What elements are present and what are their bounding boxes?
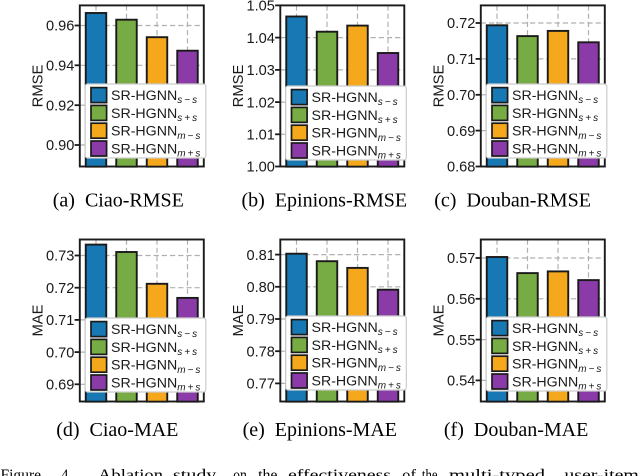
- svg-text:the: the: [258, 467, 277, 476]
- svg-text:MAE: MAE: [31, 304, 47, 336]
- svg-text:of: of: [402, 467, 417, 476]
- svg-text:effectiveness: effectiveness: [288, 467, 391, 476]
- svg-text:SR-HGNNs − s: SR-HGNNs − s: [512, 321, 598, 339]
- svg-text:user-item: user-item: [564, 467, 639, 476]
- svg-text:0.56: 0.56: [447, 292, 475, 308]
- svg-text:0.96: 0.96: [46, 19, 74, 35]
- svg-text:0.68: 0.68: [447, 160, 475, 176]
- svg-text:0.79: 0.79: [246, 312, 274, 328]
- svg-text:MAE: MAE: [231, 304, 247, 336]
- svg-text:1.00: 1.00: [246, 160, 274, 176]
- svg-text:1.04: 1.04: [246, 31, 274, 47]
- svg-text:SR-HGNNs − s: SR-HGNNs − s: [312, 320, 398, 338]
- svg-text:SR-HGNNs + s: SR-HGNNs + s: [512, 106, 598, 124]
- svg-text:SR-HGNNs + s: SR-HGNNs + s: [111, 340, 197, 358]
- svg-text:SR-HGNNs − s: SR-HGNNs − s: [111, 322, 197, 340]
- svg-text:1.05: 1.05: [246, 0, 274, 15]
- svg-text:0.94: 0.94: [46, 59, 74, 75]
- svg-text:(c) Douban-RMSE: (c) Douban-RMSE: [434, 189, 591, 211]
- svg-text:(f) Douban-MAE: (f) Douban-MAE: [444, 419, 588, 441]
- svg-text:the: the: [422, 467, 438, 476]
- svg-text:0.71: 0.71: [447, 52, 475, 68]
- svg-text:0.73: 0.73: [46, 249, 74, 265]
- svg-text:1.03: 1.03: [246, 63, 274, 79]
- svg-text:0.72: 0.72: [447, 16, 475, 32]
- svg-text:0.71: 0.71: [46, 313, 74, 329]
- svg-text:0.78: 0.78: [246, 344, 274, 360]
- svg-text:RMSE: RMSE: [231, 64, 247, 107]
- svg-text:0.77: 0.77: [246, 377, 274, 393]
- svg-text:0.81: 0.81: [246, 248, 274, 264]
- svg-text:SR-HGNNs − s: SR-HGNNs − s: [111, 88, 197, 106]
- svg-text:0.72: 0.72: [46, 281, 74, 297]
- svg-text:0.57: 0.57: [447, 251, 475, 267]
- svg-text:multi-typed: multi-typed: [449, 467, 545, 476]
- svg-text:0.69: 0.69: [46, 378, 74, 394]
- svg-text:SR-HGNNs − s: SR-HGNNs − s: [312, 90, 398, 108]
- svg-text:0.55: 0.55: [447, 333, 475, 349]
- svg-text:(d) Ciao-MAE: (d) Ciao-MAE: [56, 419, 178, 441]
- svg-text:study: study: [173, 467, 216, 476]
- svg-text:(e) Epinions-MAE: (e) Epinions-MAE: [243, 419, 397, 441]
- svg-text:Ablation: Ablation: [98, 467, 163, 476]
- svg-text:0.70: 0.70: [46, 345, 74, 361]
- svg-text:SR-HGNNs − s: SR-HGNNs − s: [512, 88, 598, 106]
- svg-text:RMSE: RMSE: [432, 64, 448, 107]
- svg-text:(a) Ciao-RMSE: (a) Ciao-RMSE: [53, 189, 184, 211]
- svg-text:(b) Epinions-RMSE: (b) Epinions-RMSE: [242, 189, 408, 211]
- svg-text:1.02: 1.02: [246, 95, 274, 111]
- svg-text:SR-HGNNs + s: SR-HGNNs + s: [312, 338, 398, 356]
- svg-text:4.: 4.: [61, 467, 72, 476]
- svg-text:on: on: [233, 467, 247, 476]
- svg-text:0.92: 0.92: [46, 98, 74, 114]
- svg-text:RMSE: RMSE: [31, 64, 47, 107]
- svg-text:0.80: 0.80: [246, 280, 274, 296]
- svg-text:0.90: 0.90: [46, 138, 74, 154]
- svg-text:0.70: 0.70: [447, 88, 475, 104]
- svg-text:SR-HGNNs + s: SR-HGNNs + s: [111, 106, 197, 124]
- svg-text:SR-HGNNs + s: SR-HGNNs + s: [312, 108, 398, 126]
- svg-text:0.69: 0.69: [447, 124, 475, 140]
- svg-text:SR-HGNNs + s: SR-HGNNs + s: [512, 339, 598, 357]
- svg-text:0.54: 0.54: [447, 374, 475, 390]
- svg-text:Figure: Figure: [1, 467, 42, 476]
- svg-text:1.01: 1.01: [246, 128, 274, 144]
- svg-text:MAE: MAE: [432, 304, 448, 336]
